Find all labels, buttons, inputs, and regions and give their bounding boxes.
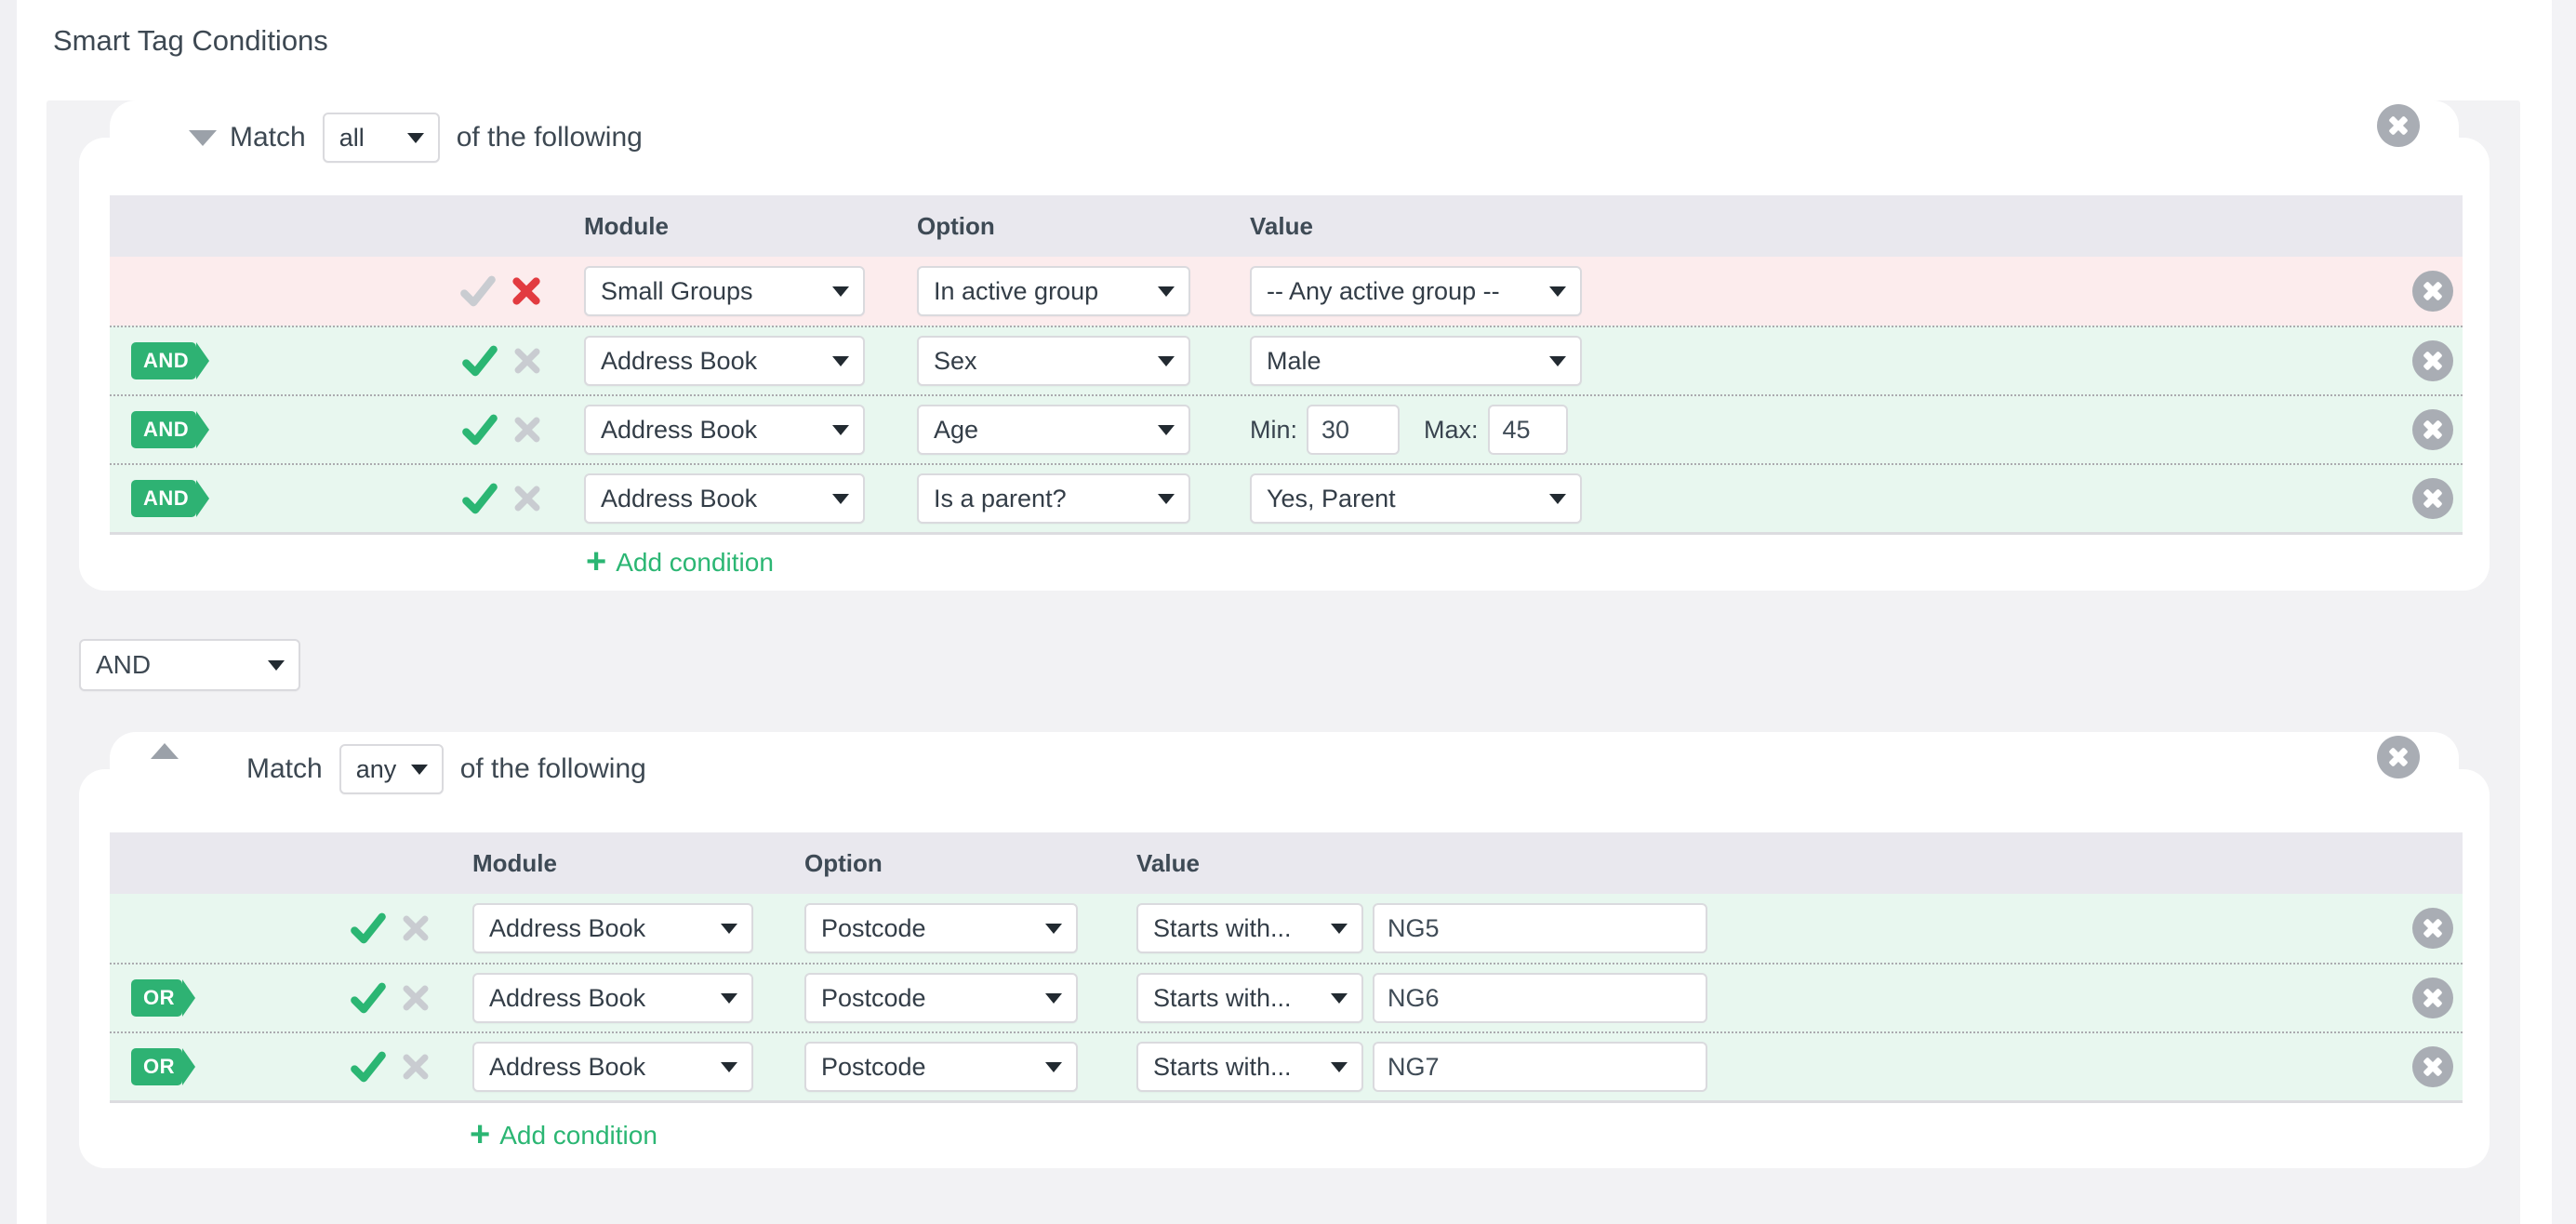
module-select[interactable]: Address Book xyxy=(584,336,865,386)
remove-group-button[interactable] xyxy=(2377,736,2420,778)
match-count-select[interactable]: all xyxy=(322,113,440,163)
remove-condition-button[interactable] xyxy=(2412,409,2453,450)
condition-group-1: Match all of the following Module Option… xyxy=(79,100,2490,591)
condition-row: OR Address Book Postcode Starts with... xyxy=(110,1031,2463,1100)
add-condition-link[interactable]: + Add condition xyxy=(470,1114,657,1154)
check-icon[interactable] xyxy=(461,344,498,378)
remove-condition-button[interactable] xyxy=(2412,908,2453,949)
condition-group-2: Match any of the following Module Option… xyxy=(79,732,2490,1168)
max-label: Max: xyxy=(1424,415,1479,444)
x-icon[interactable] xyxy=(511,345,543,377)
remove-group-button[interactable] xyxy=(2377,104,2420,147)
check-icon[interactable] xyxy=(350,981,387,1015)
check-icon[interactable] xyxy=(461,413,498,446)
remove-condition-button[interactable] xyxy=(2412,271,2453,312)
condition-row: AND Address Book Sex Male xyxy=(110,326,2463,394)
x-icon[interactable] xyxy=(400,1051,432,1083)
x-icon[interactable] xyxy=(400,982,432,1014)
page-title: Smart Tag Conditions xyxy=(53,24,328,57)
column-header-module: Module xyxy=(472,848,557,877)
column-header-option: Option xyxy=(804,848,883,877)
group-1-header: Match all of the following xyxy=(110,100,2459,175)
check-icon[interactable] xyxy=(350,1050,387,1084)
group-connector-select[interactable]: AND xyxy=(79,639,300,691)
condition-row: OR Address Book Postcode Starts with... xyxy=(110,963,2463,1031)
condition-row: AND Address Book Age Min: Max: xyxy=(110,394,2463,463)
match-label: Match xyxy=(246,753,323,784)
x-icon[interactable] xyxy=(510,274,543,308)
value-select[interactable]: Male xyxy=(1250,336,1582,386)
match-count-value: all xyxy=(339,123,365,152)
x-icon[interactable] xyxy=(511,483,543,514)
module-select[interactable]: Address Book xyxy=(584,405,865,455)
match-count-select[interactable]: any xyxy=(339,744,444,794)
option-select[interactable]: Postcode xyxy=(804,1042,1078,1092)
check-icon[interactable] xyxy=(350,911,387,945)
and-badge: AND xyxy=(131,342,210,379)
x-icon[interactable] xyxy=(400,912,432,944)
plus-icon: + xyxy=(470,1114,491,1154)
value-select[interactable]: -- Any active group -- xyxy=(1250,266,1582,316)
value-input[interactable] xyxy=(1373,903,1707,953)
option-select[interactable]: Sex xyxy=(917,336,1190,386)
and-badge: AND xyxy=(131,411,210,448)
operator-select[interactable]: Starts with... xyxy=(1136,973,1363,1023)
remove-condition-button[interactable] xyxy=(2412,478,2453,519)
or-badge: OR xyxy=(131,979,195,1017)
right-edge-strip xyxy=(2552,0,2576,1224)
group-2-body: Module Option Value Address Book Pos xyxy=(79,769,2490,1168)
min-input[interactable] xyxy=(1307,405,1401,455)
remove-condition-button[interactable] xyxy=(2412,340,2453,381)
match-suffix: of the following xyxy=(459,753,646,784)
value-select[interactable]: Yes, Parent xyxy=(1250,473,1582,524)
left-edge-strip xyxy=(0,0,17,1224)
table-header-row: Module Option Value xyxy=(110,195,2463,257)
add-condition-link[interactable]: + Add condition xyxy=(586,541,774,581)
conditions-table-2: Module Option Value Address Book Pos xyxy=(110,832,2463,1103)
value-input[interactable] xyxy=(1373,973,1707,1023)
x-icon[interactable] xyxy=(511,414,543,446)
collapse-group-icon[interactable] xyxy=(151,743,179,759)
module-select[interactable]: Small Groups xyxy=(584,266,865,316)
check-icon[interactable] xyxy=(461,482,498,515)
operator-select[interactable]: Starts with... xyxy=(1136,903,1363,953)
condition-row: Small Groups In active group -- Any acti… xyxy=(110,257,2463,326)
option-select[interactable]: In active group xyxy=(917,266,1190,316)
condition-row: AND Address Book Is a parent? Yes, Paren… xyxy=(110,463,2463,532)
group-2-header: Match any of the following xyxy=(110,732,2459,806)
value-input[interactable] xyxy=(1373,1042,1707,1092)
column-header-module: Module xyxy=(584,211,669,240)
match-count-value: any xyxy=(355,754,397,783)
remove-condition-button[interactable] xyxy=(2412,1046,2453,1087)
condition-row: Address Book Postcode Starts with... xyxy=(110,894,2463,963)
collapse-group-icon[interactable] xyxy=(189,130,217,146)
group-1-body: Module Option Value Small Groups In xyxy=(79,138,2490,591)
max-input[interactable] xyxy=(1487,405,1568,455)
column-header-value: Value xyxy=(1136,848,1200,877)
match-label: Match xyxy=(230,122,306,153)
option-select[interactable]: Postcode xyxy=(804,903,1078,953)
plus-icon: + xyxy=(586,541,607,581)
match-suffix: of the following xyxy=(456,122,643,153)
module-select[interactable]: Address Book xyxy=(472,903,753,953)
and-badge: AND xyxy=(131,480,210,517)
option-select[interactable]: Is a parent? xyxy=(917,473,1190,524)
module-select[interactable]: Address Book xyxy=(472,973,753,1023)
remove-condition-button[interactable] xyxy=(2412,978,2453,1018)
module-select[interactable]: Address Book xyxy=(584,473,865,524)
min-label: Min: xyxy=(1250,415,1298,444)
table-header-row: Module Option Value xyxy=(110,832,2463,894)
conditions-table-1: Module Option Value Small Groups In xyxy=(110,195,2463,535)
check-icon[interactable] xyxy=(459,274,497,308)
option-select[interactable]: Age xyxy=(917,405,1190,455)
column-header-option: Option xyxy=(917,211,995,240)
column-header-value: Value xyxy=(1250,211,1313,240)
module-select[interactable]: Address Book xyxy=(472,1042,753,1092)
operator-select[interactable]: Starts with... xyxy=(1136,1042,1363,1092)
option-select[interactable]: Postcode xyxy=(804,973,1078,1023)
or-badge: OR xyxy=(131,1048,195,1085)
conditions-panel: Match all of the following Module Option… xyxy=(46,100,2520,1224)
